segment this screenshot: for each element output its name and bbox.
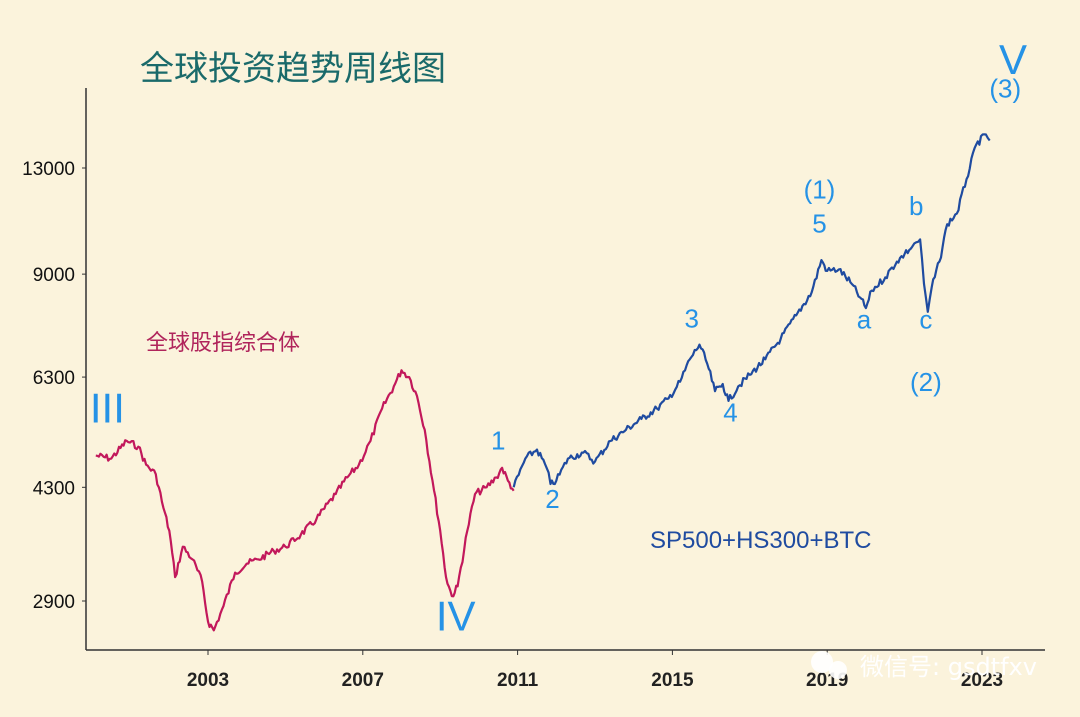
wave-label: V: [999, 36, 1027, 83]
x-tick-label: 2015: [651, 670, 694, 691]
x-tick-label: 2011: [497, 670, 539, 691]
wave-label: 5: [812, 208, 826, 238]
y-tick-label: 13000: [22, 159, 75, 180]
wave-label: (2): [910, 367, 942, 397]
wave-label: 2: [545, 484, 559, 514]
wave-label: III: [90, 385, 125, 432]
x-tick-group: 2003 2007 2011 2015 2019 2023: [187, 650, 1003, 691]
wechat-icon: [811, 651, 847, 679]
series-label-sp500-hs300-btc: SP500+HS300+BTC: [650, 527, 871, 554]
series-label-global-index: 全球股指综合体: [146, 331, 300, 356]
y-tick-label: 2900: [33, 592, 75, 613]
x-tick-label: 2007: [342, 670, 384, 691]
y-tick-label: 4300: [33, 478, 75, 499]
series-line-global-index: [95, 369, 515, 632]
y-tick-label: 6300: [33, 368, 75, 389]
wave-label: b: [909, 191, 923, 221]
x-tick-label: 2023: [961, 670, 1003, 691]
wave-label: 1: [491, 426, 505, 456]
watermark-text: 微信号: gsdtfxv: [860, 653, 1037, 681]
x-tick-label: 2003: [187, 670, 229, 691]
wave-label: 4: [723, 398, 737, 428]
wave-label: 3: [685, 304, 699, 334]
wave-label: a: [857, 305, 872, 335]
wave-label: (3): [989, 73, 1021, 103]
chart-title: 全球投资趋势周线图: [140, 49, 446, 89]
wave-label-group: III IV V 1 2 3 4 5 (1) a b c (2) (3): [90, 36, 1027, 639]
y-tick-label: 9000: [33, 265, 75, 286]
wave-label: IV: [436, 592, 476, 639]
wave-label: (1): [804, 174, 836, 204]
wave-label: c: [919, 305, 932, 335]
series-line-sp500-hs300-btc: [512, 133, 991, 488]
y-tick-group: 13000 9000 6300 4300 2900: [22, 159, 86, 613]
watermark: 微信号: gsdtfxv: [811, 651, 1037, 681]
